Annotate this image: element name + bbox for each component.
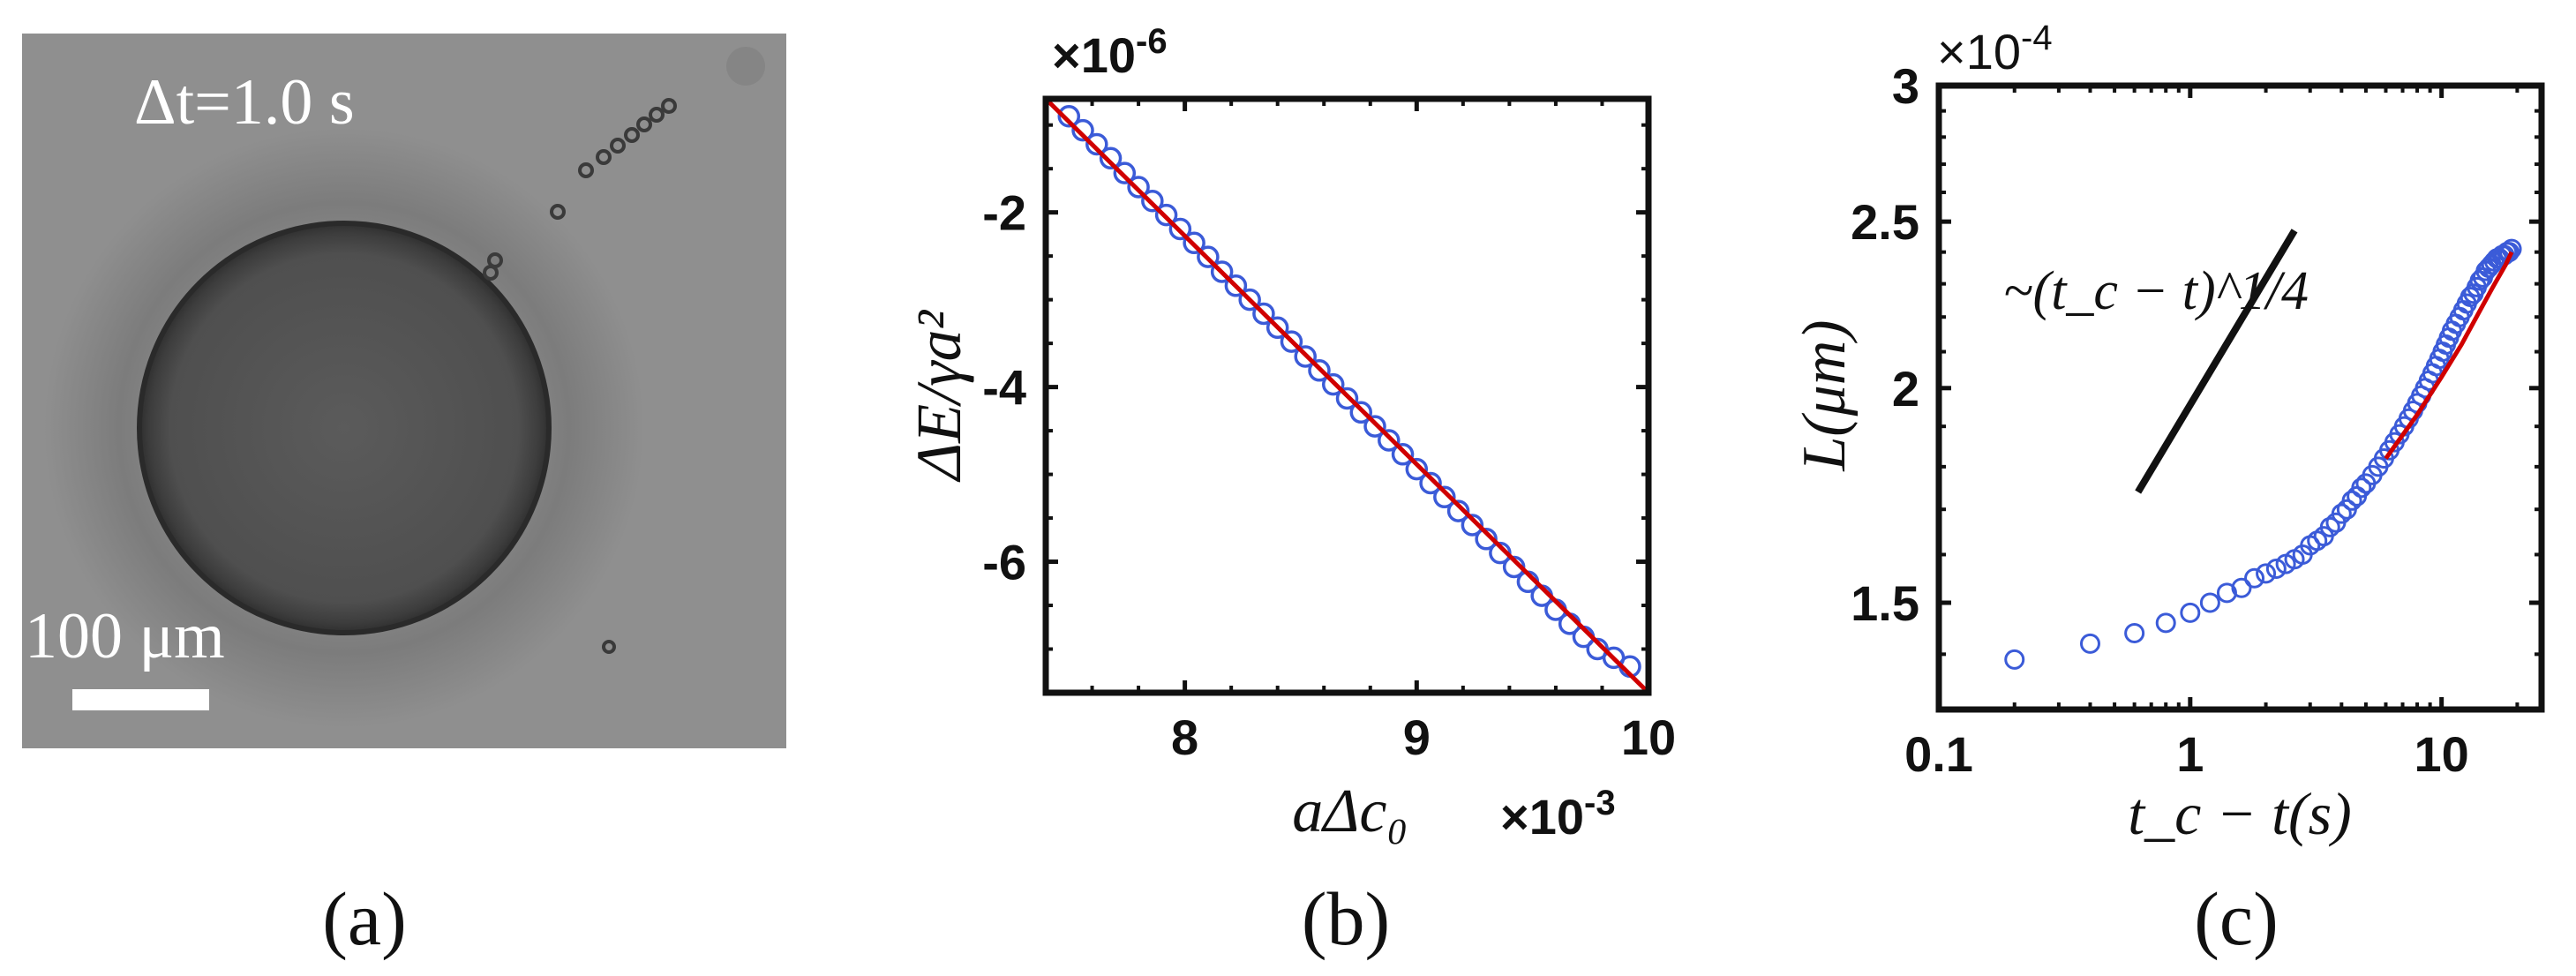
- x-tick-label: 1: [2176, 726, 2204, 782]
- panel-c-annotation: ~(t_c − t)^1/4: [2003, 261, 2309, 321]
- data-point: [1141, 190, 1164, 213]
- particle-chain: [483, 98, 677, 654]
- data-point: [1238, 288, 1261, 312]
- y-tick-label: 3: [1892, 58, 1919, 114]
- panel-a: Δt=1.0 s 100 μm (a): [22, 34, 786, 961]
- data-point: [2341, 490, 2362, 511]
- x-tick-label: 0.1: [1904, 726, 1973, 782]
- data-point: [1378, 429, 1401, 452]
- panel-a-caption: (a): [322, 876, 406, 961]
- panel-c: 0.1 1 10 1.5 2 2.5 3 ×10-4 ~(t_c − t)^1/4 L(μm…: [1791, 19, 2545, 961]
- data-point: [1210, 260, 1234, 283]
- data-point: [1224, 274, 1248, 297]
- panel-b-fit: [1044, 97, 1650, 694]
- reference-slope-line: [2135, 229, 2298, 494]
- x-tick-label: 10: [2415, 726, 2469, 782]
- data-point: [1321, 372, 1345, 396]
- data-point: [1363, 415, 1386, 438]
- data-point: [2331, 503, 2352, 524]
- data-point: [1308, 359, 1331, 382]
- data-point: [1183, 231, 1205, 255]
- x-tick-label: 9: [1403, 709, 1431, 765]
- data-point: [2155, 612, 2176, 634]
- data-point: [2124, 623, 2145, 644]
- data-point: [2351, 477, 2372, 499]
- scale-bar: [72, 689, 209, 710]
- data-point: [2265, 558, 2287, 579]
- panel-c-reference-line: [2135, 229, 2298, 494]
- y-tick-label: 1.5: [1851, 575, 1919, 631]
- data-point: [1475, 528, 1498, 551]
- data-point: [2004, 649, 2025, 670]
- data-point: [1391, 443, 1415, 466]
- y-tick-label: -2: [982, 185, 1026, 241]
- panel-c-y-multiplier: ×10-4: [1937, 19, 2053, 79]
- data-point: [2319, 516, 2340, 537]
- data-point: [2501, 238, 2522, 259]
- droplet: [137, 221, 552, 635]
- panel-c-fit: [2384, 251, 2514, 460]
- panel-c-y-label: L(μm): [1791, 319, 1859, 471]
- data-point: [1252, 302, 1275, 326]
- y-tick-label: 2: [1892, 361, 1919, 417]
- panel-b-caption: (b): [1302, 876, 1390, 961]
- data-point: [2079, 633, 2100, 654]
- data-point: [1349, 401, 1373, 424]
- panel-b-ticks: [1044, 99, 1651, 694]
- data-point: [1197, 245, 1220, 268]
- data-point: [1405, 457, 1429, 481]
- panel-b-axes-frame: [1042, 95, 1652, 696]
- data-point: [1099, 146, 1123, 170]
- x-tick-label: 10: [1621, 709, 1676, 765]
- data-point: [1265, 316, 1289, 340]
- data-point: [1280, 330, 1303, 353]
- data-point: [1461, 514, 1484, 537]
- fit-line: [1044, 97, 1650, 694]
- data-point: [1154, 203, 1178, 227]
- data-point: [1168, 217, 1192, 241]
- scalebar-label: 100 μm: [25, 600, 225, 672]
- dust-spot: [726, 47, 765, 86]
- x-tick-label: 8: [1171, 709, 1198, 765]
- data-point: [1489, 541, 1512, 565]
- panel-c-markers: [2004, 238, 2522, 670]
- panel-b-x-multiplier: ×10-3: [1500, 784, 1616, 845]
- data-point: [1446, 499, 1470, 522]
- panel-c-tick-labels: 0.1 1 10 1.5 2 2.5 3: [1851, 58, 2469, 782]
- panel-c-caption: (c): [2194, 876, 2278, 961]
- y-tick-label: -6: [982, 535, 1026, 590]
- panel-b-y-label: ΔE/γa²: [904, 309, 974, 483]
- y-tick-label: -4: [982, 360, 1026, 416]
- time-label: Δt=1.0 s: [134, 66, 355, 139]
- panel-b-markers: [1057, 105, 1641, 679]
- data-point: [1419, 471, 1442, 495]
- data-point: [2180, 602, 2201, 623]
- data-point: [2244, 567, 2265, 589]
- panel-b-x-label: aΔc₀: [1292, 777, 1408, 845]
- data-point: [2256, 563, 2277, 584]
- data-point: [2231, 577, 2252, 598]
- data-point: [2199, 592, 2220, 613]
- panel-b-tick-labels: 8 9 10 -2 -4 -6: [982, 185, 1676, 765]
- panel-b-y-multiplier: ×10-6: [1052, 22, 1168, 83]
- data-point: [1335, 387, 1359, 410]
- data-point: [1071, 118, 1094, 142]
- data-point: [1057, 105, 1081, 128]
- panel-c-ticks: [1936, 83, 2542, 709]
- panel-b: 8 9 10 -2 -4 -6 ×10-6 ×10-3 ΔE/γa² aΔc₀ (b): [904, 22, 1676, 961]
- data-point: [1127, 176, 1150, 199]
- panel-c-x-label: t_c − t(s): [2128, 780, 2352, 847]
- data-point: [1294, 345, 1317, 368]
- panel-c-axes-frame: [1935, 82, 2545, 713]
- y-tick-label: 2.5: [1851, 194, 1919, 250]
- data-point: [1433, 485, 1456, 509]
- fit-line: [2384, 251, 2514, 460]
- data-point: [1085, 132, 1108, 156]
- data-point: [1113, 161, 1137, 184]
